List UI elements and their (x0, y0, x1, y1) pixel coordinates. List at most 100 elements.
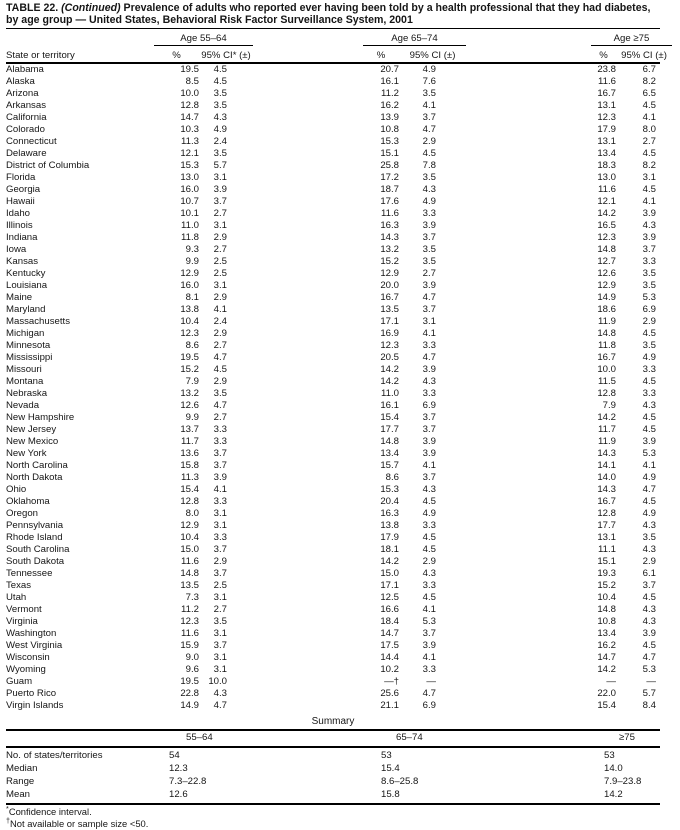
value-cell: 3.3 (642, 388, 656, 400)
value-cell: 14.0 (597, 472, 616, 484)
value-cell: 15.9 (180, 640, 199, 652)
value-cell: 17.1 (380, 580, 399, 592)
value-cell: 3.7 (213, 544, 227, 556)
value-cell: 4.5 (642, 184, 656, 196)
value-cell: 17.9 (597, 124, 616, 136)
state-name: Maryland (6, 304, 46, 316)
value-cell: 7.6 (422, 76, 436, 88)
table-row: Wisconsin 9.0 3.1 14.4 4.1 14.7 4.7 (6, 652, 660, 664)
pct-header-55-64: % (172, 50, 181, 62)
value-cell: 18.4 (380, 616, 399, 628)
value-cell: 3.5 (213, 388, 227, 400)
value-cell: 3.1 (213, 628, 227, 640)
value-cell: 15.1 (597, 556, 616, 568)
value-cell: 3.5 (642, 532, 656, 544)
value-cell: 14.3 (597, 484, 616, 496)
value-cell: 3.9 (642, 208, 656, 220)
value-cell: 17.1 (380, 316, 399, 328)
value-cell: 12.8 (180, 496, 199, 508)
value-cell: 3.9 (642, 232, 656, 244)
value-cell: 15.2 (597, 580, 616, 592)
value-cell: 3.1 (642, 172, 656, 184)
value-cell: 4.5 (422, 532, 436, 544)
value-cell: 19.5 (180, 64, 199, 76)
value-cell: 15.3 (380, 136, 399, 148)
value-cell: 21.1 (380, 700, 399, 712)
summary-header-row: 55–64 65–74 ≥75 (6, 729, 660, 749)
value-cell: 2.9 (213, 232, 227, 244)
value-cell: 3.7 (422, 424, 436, 436)
footnotes: *Confidence interval. †Not available or s… (6, 805, 660, 829)
value-cell: 15.2 (380, 256, 399, 268)
table-row: Florida 13.0 3.1 17.2 3.5 13.0 3.1 (6, 172, 660, 184)
value-cell: 11.2 (381, 88, 399, 100)
value-cell: 3.7 (422, 412, 436, 424)
summary-row: Median 12.3 15.4 14.0 (6, 762, 660, 775)
value-cell: 3.1 (213, 664, 227, 676)
value-cell: 10.4 (180, 532, 199, 544)
value-cell: 2.9 (422, 556, 436, 568)
value-cell: 4.3 (422, 376, 436, 388)
value-cell: 16.0 (180, 184, 199, 196)
value-cell: 20.4 (380, 496, 399, 508)
value-cell: 11.7 (598, 424, 616, 436)
value-cell: 3.7 (422, 232, 436, 244)
footnote-marker: † (6, 815, 10, 825)
table-row: Hawaii 10.7 3.7 17.6 4.9 12.1 4.1 (6, 196, 660, 208)
value-cell: 4.9 (642, 508, 656, 520)
table-row: Nebraska 13.2 3.5 11.0 3.3 12.8 3.3 (6, 388, 660, 400)
state-name: Colorado (6, 124, 45, 136)
value-cell: 4.5 (642, 592, 656, 604)
table-row: Wyoming 9.6 3.1 10.2 3.3 14.2 5.3 (6, 664, 660, 676)
state-name: Georgia (6, 184, 41, 196)
table-row: Georgia 16.0 3.9 18.7 4.3 11.6 4.5 (6, 184, 660, 196)
value-cell: 7.9 (185, 376, 199, 388)
state-name: Delaware (6, 148, 47, 160)
value-cell: 14.8 (597, 604, 616, 616)
value-cell: 11.9 (598, 316, 616, 328)
value-cell: 4.5 (213, 64, 227, 76)
value-cell: 12.3 (380, 340, 399, 352)
summary-row-label: Range (6, 776, 35, 788)
value-cell: 3.3 (213, 424, 227, 436)
table-title: TABLE 22. (Continued) Prevalence of adul… (6, 2, 660, 30)
value-cell: 3.9 (213, 184, 227, 196)
value-cell: 3.7 (422, 472, 436, 484)
value-cell: 9.0 (185, 652, 199, 664)
value-cell: 18.1 (380, 544, 399, 556)
value-cell: 14.2 (380, 364, 399, 376)
value-cell: — (646, 676, 656, 688)
table-row: Alaska 8.5 4.5 16.1 7.6 11.6 8.2 (6, 76, 660, 88)
table-row: Arizona 10.0 3.5 11.2 3.5 16.7 6.5 (6, 88, 660, 100)
table-row: Kansas 9.9 2.5 15.2 3.5 12.7 3.3 (6, 256, 660, 268)
table-row: South Carolina 15.0 3.7 18.1 4.5 11.1 4.… (6, 544, 660, 556)
value-cell: 14.4 (380, 652, 399, 664)
table-row: New Mexico 11.7 3.3 14.8 3.9 11.9 3.9 (6, 436, 660, 448)
summary-header-65-74: 65–74 (396, 732, 423, 744)
value-cell: 3.9 (213, 472, 227, 484)
state-name: Massachusetts (6, 316, 70, 328)
value-cell: 13.0 (180, 172, 199, 184)
value-cell: 2.9 (422, 136, 436, 148)
summary-value: 15.4 (381, 763, 400, 775)
value-cell: 15.4 (180, 484, 199, 496)
value-cell: 14.2 (597, 664, 616, 676)
value-cell: 12.3 (597, 232, 616, 244)
summary-row: Range 7.3–22.8 8.6–25.8 7.9–23.8 (6, 775, 660, 788)
value-cell: 12.9 (597, 280, 616, 292)
value-cell: 16.3 (380, 220, 399, 232)
value-cell: 3.3 (213, 496, 227, 508)
state-name: Vermont (6, 604, 42, 616)
value-cell: 14.3 (380, 232, 399, 244)
value-cell: 4.5 (642, 496, 656, 508)
value-cell: 4.3 (642, 604, 656, 616)
value-cell: 3.5 (422, 244, 436, 256)
value-cell: 2.4 (213, 316, 227, 328)
value-cell: 13.2 (380, 244, 399, 256)
summary-value: 54 (169, 750, 180, 762)
table-row: North Carolina 15.8 3.7 15.7 4.1 14.1 4.… (6, 460, 660, 472)
value-cell: 15.1 (380, 148, 399, 160)
state-name: Ohio (6, 484, 27, 496)
value-cell: 13.1 (597, 136, 616, 148)
value-cell: 2.7 (422, 268, 436, 280)
